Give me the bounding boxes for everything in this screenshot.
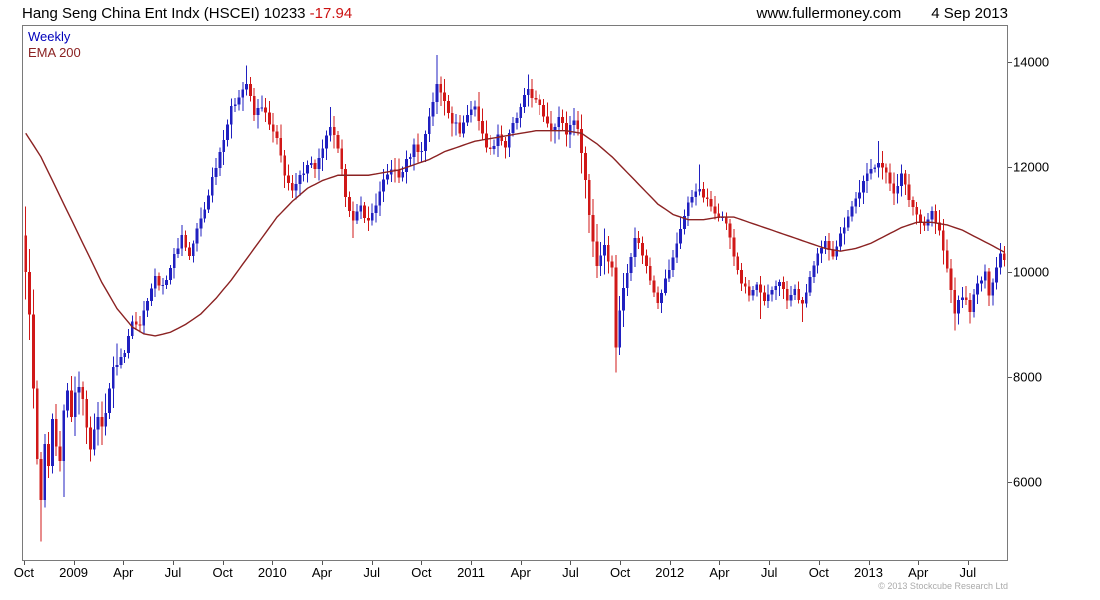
candlestick-chart — [24, 54, 1006, 542]
x-tick-mark — [421, 561, 423, 565]
x-tick-label: 2013 — [854, 565, 883, 580]
x-tick-label: Apr — [113, 565, 134, 580]
x-tick-label: Oct — [212, 565, 233, 580]
x-tick-label: Apr — [510, 565, 531, 580]
x-tick-label: Apr — [908, 565, 929, 580]
legend: Weekly EMA 200 — [28, 29, 81, 61]
date-text: 4 Sep 2013 — [931, 5, 1008, 22]
y-tick-mark — [1008, 482, 1012, 484]
x-tick-mark — [23, 561, 25, 565]
instrument-name: Hang Seng China Ent Indx (HSCEI) 10233 — [22, 5, 310, 22]
chart-title: Hang Seng China Ent Indx (HSCEI) 10233 -… — [22, 5, 352, 22]
x-tick-mark — [272, 561, 274, 565]
x-tick-mark — [570, 561, 572, 565]
legend-ema-label: EMA 200 — [28, 45, 81, 60]
x-tick-label: Oct — [609, 565, 631, 580]
x-tick-label: 2009 — [59, 565, 89, 580]
x-tick-mark — [322, 561, 323, 565]
x-tick-mark — [918, 561, 920, 565]
plot-area: Weekly EMA 200 — [22, 25, 1008, 561]
x-tick-mark — [868, 561, 870, 565]
x-tick-label: Apr — [311, 565, 333, 580]
x-tick-label: Oct — [411, 565, 432, 580]
website-text: www.fullermoney.com — [756, 5, 902, 22]
x-tick-label: Apr — [709, 565, 730, 580]
y-tick-label: 10000 — [1013, 264, 1050, 280]
x-tick-mark — [520, 561, 522, 565]
x-tick-mark — [620, 561, 622, 565]
y-tick-label: 6000 — [1013, 474, 1042, 490]
x-tick-label: Jul — [363, 565, 380, 580]
y-tick-mark — [1008, 377, 1012, 379]
x-tick-mark — [719, 561, 721, 565]
x-tick-mark — [172, 561, 174, 565]
x-tick-label: Jul — [959, 565, 977, 580]
x-tick-label: Jul — [562, 565, 579, 580]
x-tick-label: 2012 — [655, 565, 685, 580]
y-tick-label: 14000 — [1013, 54, 1050, 70]
x-tick-mark — [967, 561, 969, 565]
x-tick-label: Oct — [808, 565, 829, 580]
y-tick-label: 12000 — [1013, 159, 1050, 175]
x-tick-label: 2010 — [257, 565, 287, 580]
x-tick-label: Oct — [13, 565, 35, 580]
y-tick-mark — [1008, 166, 1012, 168]
y-tick-label: 8000 — [1013, 369, 1042, 385]
y-tick-mark — [1008, 61, 1012, 63]
x-tick-mark — [769, 561, 771, 565]
x-tick-mark — [669, 561, 671, 565]
x-tick-mark — [123, 561, 125, 565]
x-tick-mark — [371, 561, 373, 565]
x-tick-label: Jul — [164, 565, 182, 580]
legend-weekly-label: Weekly — [28, 29, 71, 44]
x-tick-mark — [222, 561, 224, 565]
x-tick-label: 2011 — [457, 565, 486, 580]
y-tick-mark — [1008, 271, 1012, 273]
price-change: -17.94 — [309, 5, 353, 22]
header-right: www.fullermoney.com 4 Sep 2013 — [756, 5, 1008, 22]
x-tick-mark — [471, 561, 473, 565]
x-tick-mark — [818, 561, 820, 565]
copyright-text: © 2013 Stockcube Research Ltd — [878, 581, 1008, 591]
x-tick-label: Jul — [760, 565, 778, 580]
x-tick-mark — [73, 561, 75, 565]
